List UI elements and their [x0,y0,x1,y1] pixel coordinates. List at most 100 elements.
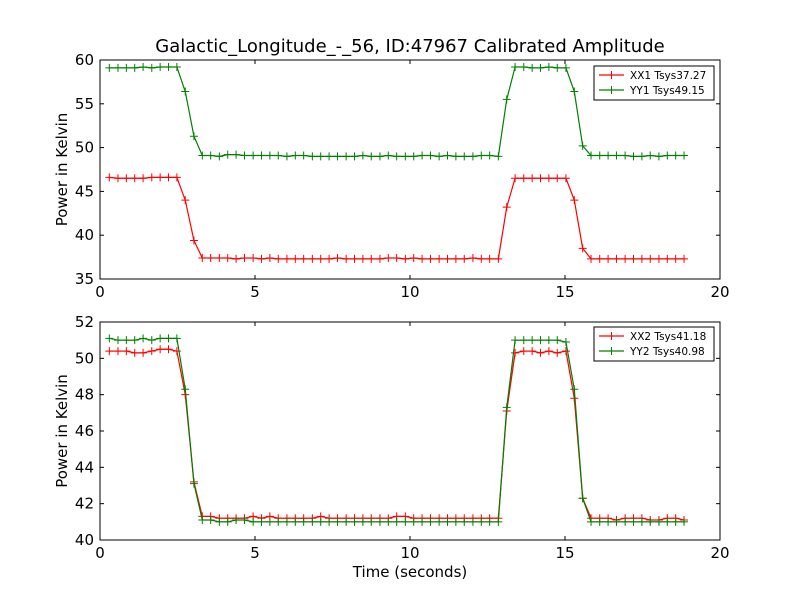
data-point [181,196,190,205]
data-point [358,254,367,263]
data-point [544,174,553,183]
data-point [156,173,165,182]
data-point [375,152,384,161]
data-point [172,63,181,72]
data-point [375,254,384,263]
data-point [409,152,418,161]
x-tick-label: 5 [250,283,260,301]
data-point [511,348,520,357]
data-point [637,254,646,263]
data-point [612,151,621,160]
data-point [578,141,587,150]
data-point [553,63,562,72]
data-point [570,87,579,96]
data-point [435,254,444,263]
data-point [375,517,384,526]
data-point [401,152,410,161]
data-point [460,152,469,161]
data-point [587,151,596,160]
data-point [113,347,122,356]
data-point [139,174,148,183]
data-point [156,334,165,343]
data-point [342,152,351,161]
data-point [291,254,300,263]
data-point [671,517,680,526]
data-point [621,517,630,526]
data-point [265,151,274,160]
data-point [215,152,224,161]
data-point [291,517,300,526]
data-point [130,63,139,72]
data-point [367,152,376,161]
y-tick-label: 60 [75,51,94,69]
data-point [621,254,630,263]
data-point [511,174,520,183]
data-point [485,517,494,526]
data-point [156,345,165,354]
bottom-axes: 0 5 10 15 20 40 42 44 46 48 50 52 Power in Kelvin XX2… [53,313,730,562]
data-point [654,152,663,161]
x-tick-label: 15 [555,283,574,301]
data-point [646,151,655,160]
data-point [553,348,562,357]
data-point [528,63,537,72]
data-point [468,253,477,262]
data-point [477,517,486,526]
x-axis-label: Time (seconds) [352,563,468,581]
data-point [257,151,266,160]
data-point [561,337,570,346]
data-point [113,336,122,345]
data-point [164,173,173,182]
data-point [164,63,173,72]
legend-marker [607,86,616,94]
data-point [308,254,317,263]
data-point [654,517,663,526]
data-point [460,254,469,263]
data-point [587,517,596,526]
data-point [519,63,528,72]
data-point [443,254,452,263]
data-point [502,95,511,104]
data-point [443,517,452,526]
data-point [544,63,553,72]
data-point [671,254,680,263]
chart-title: Galactic_Longitude_-_56, ID:47967 Calibr… [155,36,664,57]
data-point [206,151,215,160]
data-point [468,152,477,161]
data-point [561,347,570,356]
data-point [350,517,359,526]
data-point [130,336,139,345]
data-point [299,517,308,526]
data-point [680,517,689,526]
data-point [621,151,630,160]
data-point [392,152,401,161]
data-point [426,517,435,526]
data-point [604,517,613,526]
data-point [215,253,224,262]
data-point [274,254,283,263]
data-point [105,173,114,182]
data-point [536,174,545,183]
data-point [206,516,215,525]
data-point [553,336,562,345]
data-point [637,517,646,526]
data-point [249,151,258,160]
data-point [232,254,241,263]
data-point [553,174,562,183]
data-point [629,152,638,161]
data-point [105,334,114,343]
x-tick-label: 0 [95,283,105,301]
data-point [451,254,460,263]
data-point [316,152,325,161]
data-point [519,174,528,183]
data-point [485,151,494,160]
data-point [435,517,444,526]
data-point [189,132,198,141]
data-point [663,151,672,160]
y-axis-label: Power in Kelvin [53,374,71,488]
data-point [494,254,503,263]
data-point [426,254,435,263]
data-point [299,151,308,160]
data-point [299,254,308,263]
data-point [139,334,148,343]
